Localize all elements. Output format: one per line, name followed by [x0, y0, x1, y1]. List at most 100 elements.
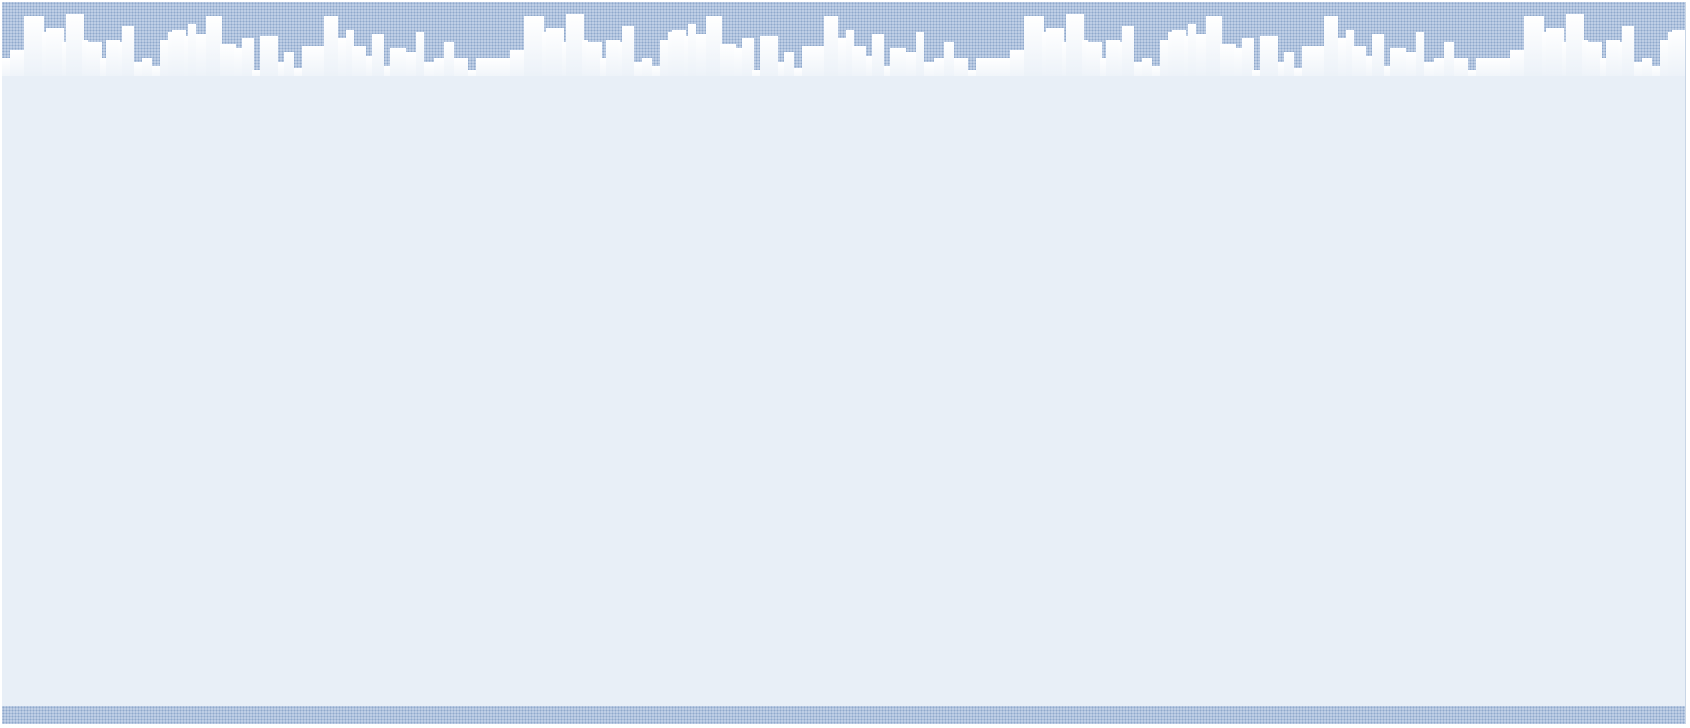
skyline-building	[1338, 38, 1346, 88]
skyline-building	[600, 58, 608, 88]
skyline-building	[618, 42, 624, 88]
skyline-building	[100, 58, 108, 88]
skyline-building	[668, 32, 674, 88]
skyline-building	[1260, 36, 1278, 88]
skyline-building	[406, 52, 416, 88]
skyline-building	[1622, 26, 1634, 88]
skyline-building	[424, 62, 434, 88]
skyline-building	[46, 28, 64, 88]
skyline-building	[346, 30, 354, 88]
skyline-building	[1172, 30, 1186, 88]
skyline-building	[1278, 62, 1284, 88]
skyline-building	[688, 24, 696, 88]
skyline-building	[906, 52, 916, 88]
skyline-building	[42, 32, 48, 88]
skyline-building	[1634, 62, 1642, 88]
skyline-building	[172, 30, 186, 88]
skyline-building	[1524, 16, 1544, 88]
skyline-building	[1444, 42, 1454, 88]
skyline-building	[444, 42, 454, 88]
skyline-building	[524, 16, 544, 88]
skyline-building	[1660, 40, 1668, 88]
skyline-building	[1372, 34, 1384, 88]
skyline-building	[82, 40, 88, 88]
skyline-building	[1242, 38, 1254, 88]
skyline-building	[1160, 40, 1168, 88]
skyline-building	[416, 32, 424, 88]
skyline-building	[1672, 30, 1685, 88]
skyline-building	[1134, 62, 1142, 88]
skyline-building	[1600, 58, 1608, 88]
skyline-building	[1082, 40, 1088, 88]
skyline-building	[1416, 32, 1424, 88]
skyline-building	[260, 36, 278, 88]
main-content-area	[2, 88, 1685, 706]
footer-band	[2, 706, 1685, 724]
skyline-building	[1582, 40, 1588, 88]
skyline-building	[160, 40, 168, 88]
skyline-building	[1234, 48, 1244, 88]
skyline-building	[206, 16, 222, 88]
skyline-building	[1042, 32, 1048, 88]
skyline-building	[1668, 32, 1674, 88]
skyline-building	[734, 48, 744, 88]
skyline-building	[62, 42, 68, 88]
skyline-building	[634, 62, 642, 88]
skyline-base	[2, 76, 1685, 88]
skyline-building	[542, 32, 548, 88]
skyline-building	[1542, 32, 1548, 88]
skyline-building	[1424, 62, 1434, 88]
skyline-building	[196, 34, 208, 88]
skyline-building	[838, 38, 846, 88]
skyline-building	[324, 16, 338, 88]
skyline-building	[846, 30, 854, 88]
skyline-building	[672, 30, 686, 88]
skyline-banner	[2, 2, 1685, 88]
skyline-building	[1618, 42, 1624, 88]
skyline-building	[1024, 16, 1044, 88]
skyline-building	[188, 24, 196, 88]
skyline-building	[1142, 58, 1152, 88]
skyline-building	[24, 16, 44, 88]
skyline-building	[944, 42, 954, 88]
skyline-building	[1406, 52, 1416, 88]
skyline-building	[696, 34, 708, 88]
skyline-building	[1196, 34, 1208, 88]
skyline-building	[168, 32, 174, 88]
skyline-building	[134, 62, 142, 88]
skyline-building	[278, 62, 284, 88]
skyline-building	[660, 40, 668, 88]
skyline-building	[242, 38, 254, 88]
skyline-building	[866, 56, 872, 88]
skyline-building	[642, 58, 652, 88]
skyline-building	[1566, 14, 1584, 88]
skyline-building	[706, 16, 722, 88]
skyline-building	[1562, 42, 1568, 88]
skyline-building	[284, 52, 294, 88]
skyline-building	[824, 16, 838, 88]
skyline-building	[1206, 16, 1222, 88]
skyline-building	[622, 26, 634, 88]
skyline-building	[1066, 14, 1084, 88]
skyline-building	[1188, 24, 1196, 88]
skyline-building	[366, 56, 372, 88]
skyline-building	[118, 42, 124, 88]
skyline-building	[1062, 42, 1068, 88]
skyline-building	[142, 58, 152, 88]
skyline-building	[1684, 36, 1685, 88]
skyline-building	[924, 62, 934, 88]
skyline-building	[784, 52, 794, 88]
skyline-building	[1366, 56, 1372, 88]
skyline-building	[122, 26, 134, 88]
skyline-building	[1642, 58, 1652, 88]
skyline-building	[66, 14, 84, 88]
skyline-building	[1346, 30, 1354, 88]
skyline-building	[1184, 36, 1190, 88]
city-skyline-graphic	[2, 14, 1685, 88]
skyline-building	[1546, 28, 1564, 88]
skyline-building	[1122, 26, 1134, 88]
skyline-building	[1046, 28, 1064, 88]
skyline-building	[1118, 42, 1124, 88]
skyline-building	[234, 48, 244, 88]
